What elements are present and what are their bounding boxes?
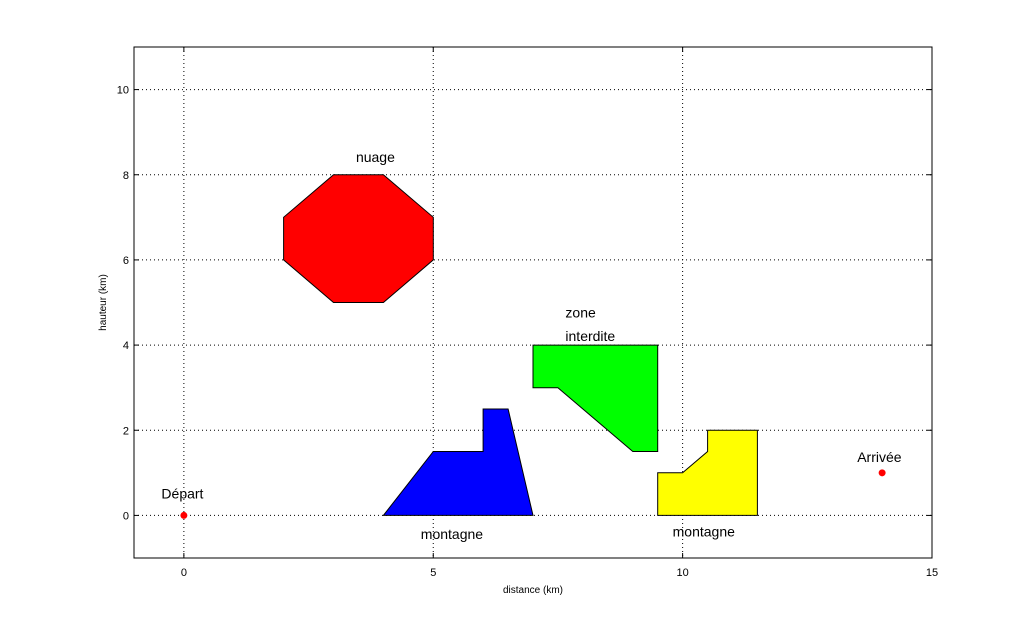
forbidden-zone-polygon: [532, 344, 659, 452]
annotations: nuage zone interdite montagne montagne Départ…: [161, 149, 901, 542]
points: [180, 469, 886, 519]
x-tick-label: 15: [926, 567, 938, 579]
plot-frame: [133, 46, 933, 559]
annotation-label: Arrivée: [857, 449, 902, 465]
y-tick-label: 4: [123, 340, 129, 352]
x-tick-label: 5: [430, 567, 436, 579]
grid: [134, 47, 933, 558]
end-point: [878, 469, 886, 477]
annotation-label: zone: [565, 304, 596, 320]
axes: [133, 46, 933, 559]
y-tick-label: 0: [123, 510, 129, 522]
mountain-2-polygon: [657, 429, 758, 516]
start-point: [180, 511, 188, 519]
mountain-1-polygon: [382, 408, 534, 516]
x-tick-label: 10: [677, 567, 689, 579]
annotation-label: montagne: [421, 526, 483, 542]
annotation-label: nuage: [356, 149, 395, 165]
annotation-label: montagne: [673, 524, 735, 540]
annotation-label: Départ: [161, 485, 203, 501]
y-tick-label: 6: [123, 255, 129, 267]
cloud-polygon: [283, 174, 434, 303]
shapes: [283, 174, 758, 516]
x-tick-label: 0: [181, 567, 187, 579]
y-tick-label: 2: [123, 425, 129, 437]
y-tick-label: 8: [123, 170, 129, 182]
y-axis-label: hauteur (km): [98, 274, 109, 331]
x-axis-label: distance (km): [503, 585, 563, 596]
y-tick-label: 10: [117, 85, 129, 97]
ticks: 0 5 10 15 0 2 4 6 8 10: [117, 47, 938, 579]
annotation-label: interdite: [565, 328, 615, 344]
